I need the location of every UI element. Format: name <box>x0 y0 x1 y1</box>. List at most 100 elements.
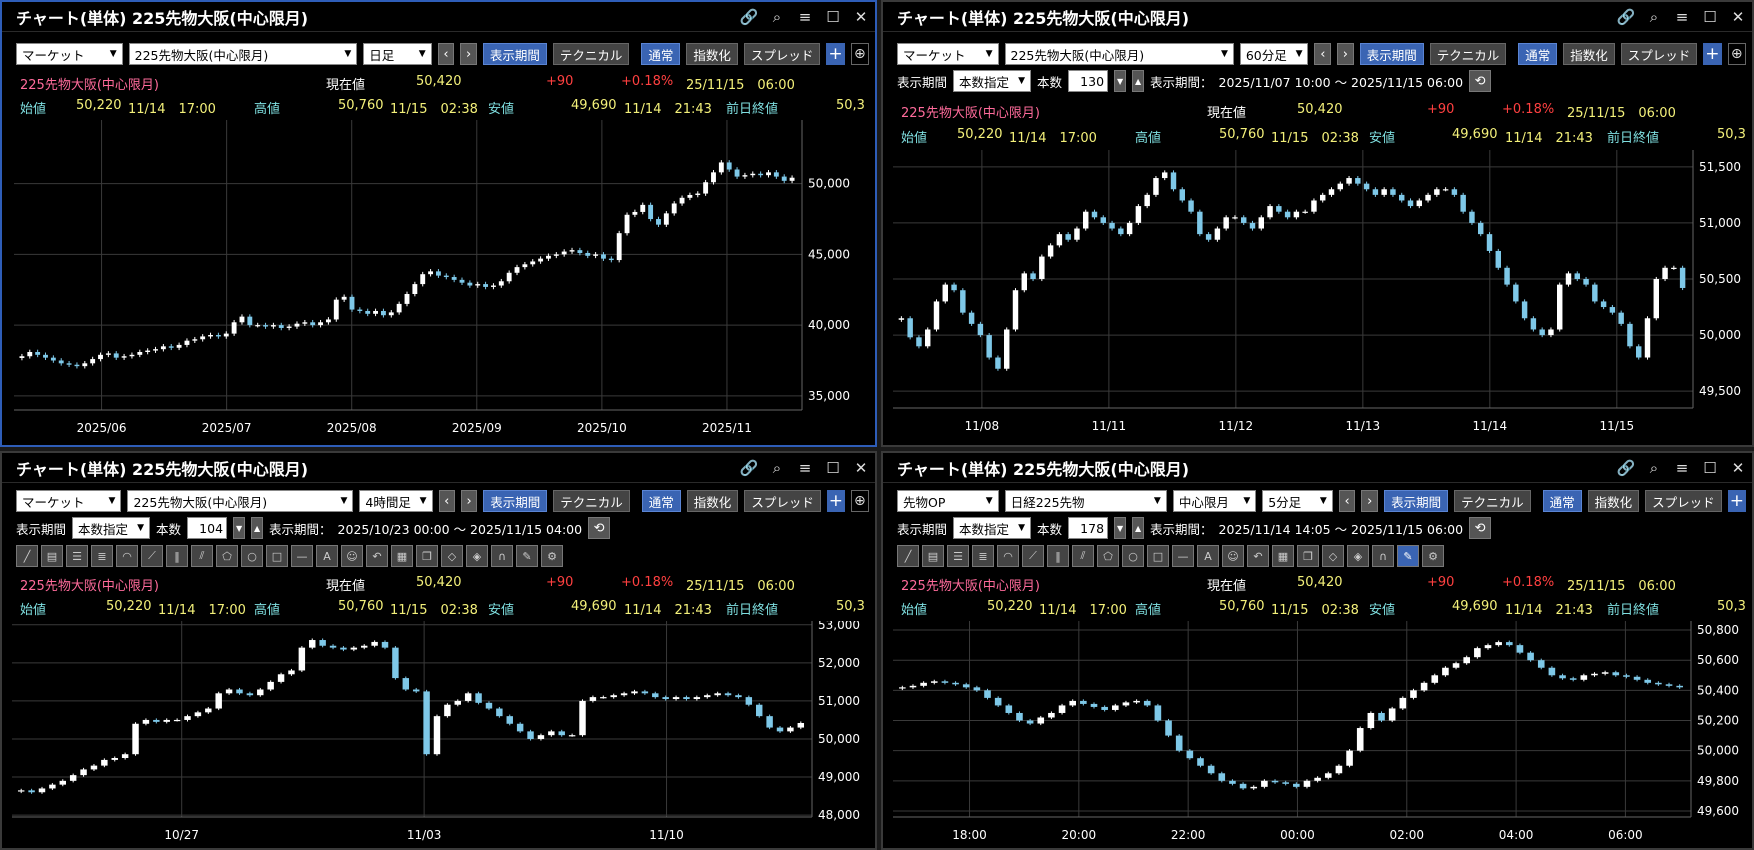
price-chart[interactable]: 51,500 51,000 50,500 50,000 49,500 11/08 11/11… <box>883 150 1752 445</box>
chevron-right-icon[interactable]: › <box>1337 43 1354 65</box>
symbol-select[interactable]: 日経225先物 ▼ <box>1004 490 1167 512</box>
maximize-icon[interactable]: ☐ <box>1703 458 1717 477</box>
menu-icon[interactable]: ≡ <box>798 458 812 477</box>
hline-tool-icon[interactable]: — <box>291 545 313 567</box>
technical-button[interactable]: テクニカル <box>552 43 630 65</box>
technical-button[interactable]: テクニカル <box>1454 490 1531 512</box>
chevron-left-icon[interactable]: ‹ <box>437 43 455 65</box>
link-icon[interactable]: 🔗 <box>739 458 759 477</box>
eraser-tool-icon[interactable]: ◇ <box>1322 545 1344 567</box>
search-icon[interactable]: ⌕ <box>1649 7 1659 26</box>
spread-button[interactable]: スプレッド <box>1620 43 1698 65</box>
panel-titlebar[interactable]: チャート(単体) 225先物大阪(中心限月) 🔗 ⌕ ≡ ☐ ✕ <box>2 453 875 483</box>
count-mode-select[interactable]: 本数指定 ▼ <box>953 70 1032 92</box>
spread-button[interactable]: スプレッド <box>743 43 821 65</box>
hline-tool-icon[interactable]: — <box>1172 545 1194 567</box>
plus-icon[interactable]: + <box>1727 490 1746 512</box>
close-icon[interactable]: ✕ <box>1731 7 1745 26</box>
fib-tool-icon[interactable]: ≣ <box>972 545 994 567</box>
emoji-tool-icon[interactable]: ☺ <box>341 545 363 567</box>
grid-tool-icon[interactable]: ▦ <box>1272 545 1294 567</box>
spread-button[interactable]: スプレッド <box>744 490 821 512</box>
search-icon[interactable]: ⌕ <box>772 458 782 477</box>
link-icon[interactable]: 🔗 <box>739 7 759 26</box>
pentagon-tool-icon[interactable]: ⬠ <box>1097 545 1119 567</box>
grid-tool-icon[interactable]: ▦ <box>391 545 413 567</box>
arc-tool-icon[interactable]: ◠ <box>997 545 1019 567</box>
plus-icon[interactable]: + <box>826 43 845 65</box>
maximize-icon[interactable]: ☐ <box>826 7 840 26</box>
period-button[interactable]: 表示期間 <box>483 490 548 512</box>
price-chart[interactable]: 50,000 45,000 40,000 35,000 2025/06 2025/07 20… <box>2 120 875 445</box>
spin-up-icon[interactable]: ▲ <box>1132 517 1145 539</box>
close-icon[interactable]: ✕ <box>854 7 868 26</box>
magnet-tool-icon[interactable]: ∩ <box>491 545 513 567</box>
zoom-icon[interactable]: ⊕ <box>850 490 869 512</box>
market-select[interactable]: マーケット ▼ <box>897 43 999 65</box>
chart-panel-5min[interactable]: チャート(単体) 225先物大阪(中心限月) 🔗 ⌕ ≡ ☐ ✕ 先物OP ▼ 日… <box>881 451 1754 850</box>
maximize-icon[interactable]: ☐ <box>826 458 840 477</box>
settings-tool-icon[interactable]: ⚙ <box>541 545 563 567</box>
plus-icon[interactable]: + <box>1703 43 1722 65</box>
spin-down-icon[interactable]: ▼ <box>1114 517 1127 539</box>
normal-button[interactable]: 通常 <box>1542 490 1582 512</box>
ruler-tool-icon[interactable]: ▤ <box>41 545 63 567</box>
spin-down-icon[interactable]: ▼ <box>1114 70 1127 92</box>
count-mode-select[interactable]: 本数指定 ▼ <box>72 517 151 539</box>
interval-select[interactable]: 60分足 ▼ <box>1239 43 1309 65</box>
interval-select[interactable]: 5分足 ▼ <box>1262 490 1333 512</box>
refresh-icon[interactable]: ⟲ <box>1469 70 1492 92</box>
symbol-select[interactable]: 225先物大阪(中心限月) ▼ <box>127 490 354 512</box>
market-select[interactable]: マーケット ▼ <box>16 490 122 512</box>
chevron-right-icon[interactable]: › <box>460 43 477 65</box>
rect-tool-icon[interactable]: □ <box>1147 545 1169 567</box>
channel-tool-icon[interactable]: ⫽ <box>1072 545 1094 567</box>
undo-tool-icon[interactable]: ↶ <box>1247 545 1269 567</box>
panel-titlebar[interactable]: チャート(単体) 225先物大阪(中心限月) 🔗 ⌕ ≡ ☐ ✕ <box>2 2 875 32</box>
contract-select[interactable]: 中心限月 ▼ <box>1172 490 1257 512</box>
maximize-icon[interactable]: ☐ <box>1703 7 1717 26</box>
rect-tool-icon[interactable]: □ <box>266 545 288 567</box>
copy-tool-icon[interactable]: ❐ <box>1297 545 1319 567</box>
symbol-select[interactable]: 225先物大阪(中心限月) ▼ <box>1004 43 1234 65</box>
chevron-right-icon[interactable]: › <box>1361 490 1379 512</box>
market-select[interactable]: マーケット ▼ <box>16 43 123 65</box>
index-button[interactable]: 指数化 <box>1563 43 1615 65</box>
close-icon[interactable]: ✕ <box>854 458 868 477</box>
search-icon[interactable]: ⌕ <box>772 7 782 26</box>
undo-tool-icon[interactable]: ↶ <box>366 545 388 567</box>
hlines-tool-icon[interactable]: ☰ <box>947 545 969 567</box>
magnet-tool-icon[interactable]: ∩ <box>1372 545 1394 567</box>
price-chart[interactable]: 53,000 52,000 51,000 50,000 49,000 48,000 10/2… <box>2 621 875 848</box>
chart-panel-4hour[interactable]: チャート(単体) 225先物大阪(中心限月) 🔗 ⌕ ≡ ☐ ✕ マーケット ▼ … <box>0 451 877 850</box>
spin-down-icon[interactable]: ▼ <box>233 517 246 539</box>
search-icon[interactable]: ⌕ <box>1649 458 1659 477</box>
panel-titlebar[interactable]: チャート(単体) 225先物大阪(中心限月) 🔗 ⌕ ≡ ☐ ✕ <box>883 2 1752 32</box>
hlines-tool-icon[interactable]: ☰ <box>66 545 88 567</box>
chart-panel-60min[interactable]: チャート(単体) 225先物大阪(中心限月) 🔗 ⌕ ≡ ☐ ✕ マーケット ▼ … <box>881 0 1754 447</box>
technical-button[interactable]: テクニカル <box>1429 43 1507 65</box>
market-select[interactable]: 先物OP ▼ <box>897 490 999 512</box>
chevron-right-icon[interactable]: › <box>460 490 478 512</box>
eraser-all-tool-icon[interactable]: ◈ <box>466 545 488 567</box>
fib-tool-icon[interactable]: ≣ <box>91 545 113 567</box>
zoom-icon[interactable]: ⊕ <box>850 43 870 65</box>
normal-button[interactable]: 通常 <box>641 490 681 512</box>
circle-tool-icon[interactable]: ○ <box>241 545 263 567</box>
count-input[interactable]: 130 <box>1068 70 1109 92</box>
count-mode-select[interactable]: 本数指定 ▼ <box>953 517 1032 539</box>
normal-button[interactable]: 通常 <box>1518 43 1558 65</box>
copy-tool-icon[interactable]: ❐ <box>416 545 438 567</box>
lock-tool-icon[interactable]: ✎ <box>1397 545 1419 567</box>
settings-tool-icon[interactable]: ⚙ <box>1422 545 1444 567</box>
menu-icon[interactable]: ≡ <box>798 7 812 26</box>
interval-select[interactable]: 4時間足 ▼ <box>359 490 433 512</box>
lock-tool-icon[interactable]: ✎ <box>516 545 538 567</box>
vlines-tool-icon[interactable]: ‖ <box>166 545 188 567</box>
fan-tool-icon[interactable]: ⟋ <box>1022 545 1044 567</box>
fan-tool-icon[interactable]: ⟋ <box>141 545 163 567</box>
period-button[interactable]: 表示期間 <box>482 43 547 65</box>
channel-tool-icon[interactable]: ⫽ <box>191 545 213 567</box>
spin-up-icon[interactable]: ▲ <box>251 517 264 539</box>
chart-panel-daily[interactable]: チャート(単体) 225先物大阪(中心限月) 🔗 ⌕ ≡ ☐ ✕ マーケット ▼ … <box>0 0 877 447</box>
